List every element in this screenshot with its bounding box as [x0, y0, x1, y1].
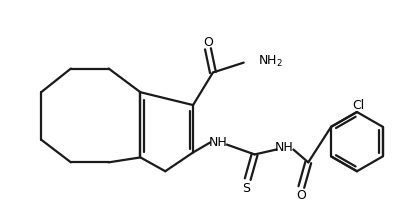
Text: NH: NH	[208, 136, 227, 149]
Text: O: O	[202, 36, 212, 49]
Text: NH: NH	[274, 141, 293, 154]
Text: Cl: Cl	[351, 99, 363, 112]
Text: S: S	[241, 182, 249, 194]
Text: NH$_2$: NH$_2$	[257, 54, 282, 69]
Text: O: O	[296, 189, 305, 202]
